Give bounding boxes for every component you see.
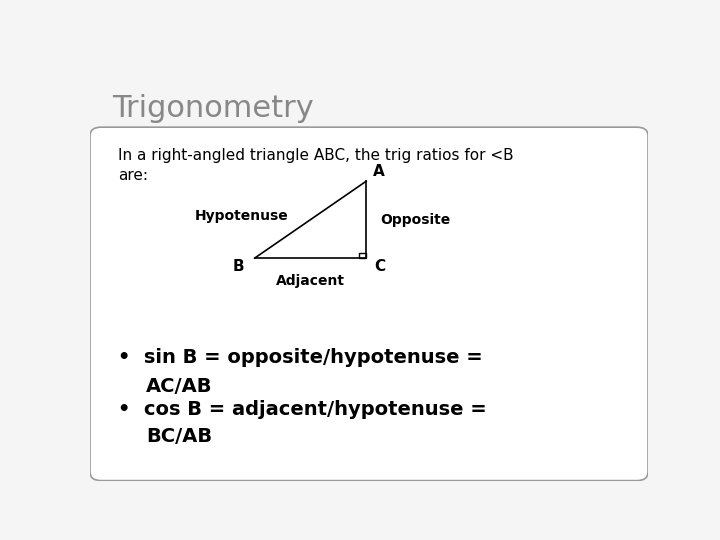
Text: •  cos B = adjacent/hypotenuse =: • cos B = adjacent/hypotenuse = [118, 400, 487, 419]
FancyBboxPatch shape [90, 127, 648, 481]
Text: •  sin B = opposite/hypotenuse =: • sin B = opposite/hypotenuse = [118, 348, 482, 367]
Text: B: B [233, 259, 245, 274]
Text: Opposite: Opposite [380, 213, 451, 227]
Text: BC/AB: BC/AB [145, 427, 212, 446]
Text: In a right-angled triangle ABC, the trig ratios for <B
are:: In a right-angled triangle ABC, the trig… [118, 148, 513, 183]
Text: Adjacent: Adjacent [276, 274, 345, 288]
Text: Hypotenuse: Hypotenuse [194, 208, 288, 222]
Text: AC/AB: AC/AB [145, 377, 212, 396]
Text: C: C [374, 259, 386, 274]
Text: A: A [373, 164, 384, 179]
Text: Trigonometry: Trigonometry [112, 94, 314, 123]
